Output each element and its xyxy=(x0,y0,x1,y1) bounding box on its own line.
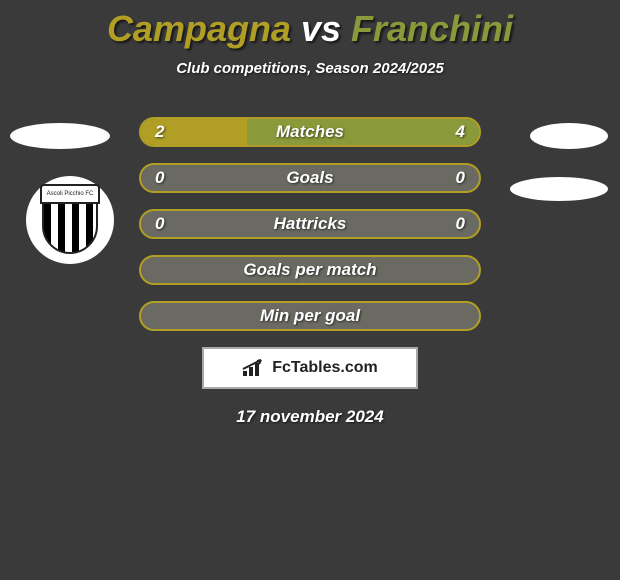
stat-label: Hattricks xyxy=(274,214,347,234)
stat-label: Goals xyxy=(286,168,333,188)
watermark: FcTables.com xyxy=(202,347,418,389)
stat-value-right: 0 xyxy=(456,214,465,234)
vs-separator: vs xyxy=(291,8,351,49)
bar-chart-icon xyxy=(242,359,266,377)
stat-label: Matches xyxy=(276,122,344,142)
stat-value-left: 0 xyxy=(155,214,164,234)
stat-label: Min per goal xyxy=(260,306,360,326)
stat-value-right: 4 xyxy=(456,122,465,142)
stat-row: Goals per match xyxy=(139,255,481,285)
footer-date: 17 november 2024 xyxy=(0,407,620,427)
player-left-name: Campagna xyxy=(107,8,291,49)
watermark-text: FcTables.com xyxy=(272,359,378,377)
shield-icon: Ascoli Picchio FC xyxy=(42,186,98,254)
stat-row: 2 Matches 4 xyxy=(139,117,481,147)
stat-row: Min per goal xyxy=(139,301,481,331)
club-badge: Ascoli Picchio FC xyxy=(26,176,114,264)
right-team-logo-placeholder-2 xyxy=(510,177,608,201)
left-team-logo-placeholder xyxy=(10,123,110,149)
stat-row: 0 Goals 0 xyxy=(139,163,481,193)
stat-value-left: 2 xyxy=(155,122,164,142)
right-team-logo-placeholder-1 xyxy=(530,123,608,149)
stat-label: Goals per match xyxy=(243,260,376,280)
page-title: Campagna vs Franchini xyxy=(0,0,620,50)
player-right-name: Franchini xyxy=(351,8,513,49)
stat-value-left: 0 xyxy=(155,168,164,188)
club-badge-text: Ascoli Picchio FC xyxy=(40,184,100,204)
stat-value-right: 0 xyxy=(456,168,465,188)
stat-row: 0 Hattricks 0 xyxy=(139,209,481,239)
subtitle: Club competitions, Season 2024/2025 xyxy=(0,60,620,77)
